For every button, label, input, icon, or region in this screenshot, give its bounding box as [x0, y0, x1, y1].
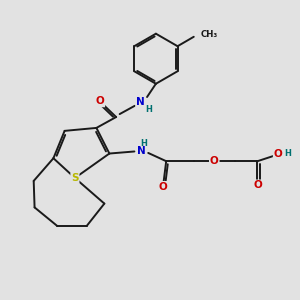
Text: S: S	[71, 173, 79, 183]
Text: O: O	[159, 182, 168, 192]
Text: N: N	[136, 97, 145, 107]
Text: H: H	[140, 139, 147, 148]
Text: O: O	[96, 96, 104, 106]
Text: O: O	[274, 148, 283, 158]
Text: O: O	[253, 180, 262, 190]
Text: O: O	[210, 156, 219, 166]
Text: N: N	[137, 146, 146, 157]
Text: H: H	[284, 149, 291, 158]
Text: CH₃: CH₃	[200, 30, 218, 39]
Text: H: H	[146, 105, 152, 114]
